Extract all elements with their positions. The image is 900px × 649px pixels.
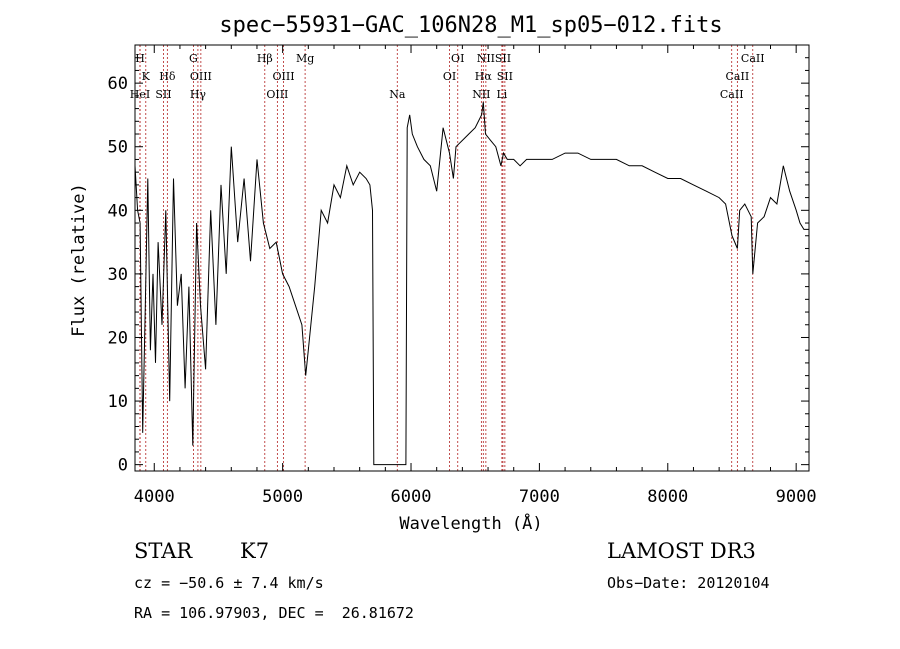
line-marker-label: H [135, 52, 145, 65]
x-tick-label: 5000 [262, 487, 303, 507]
line-marker-label: NII [477, 52, 495, 65]
line-marker-label: SII [495, 52, 511, 65]
line-marker-label: SII [155, 88, 171, 101]
chart-title: spec−55931−GAC_106N28_M1_sp05−012.fits [219, 13, 722, 38]
line-marker-label: Hγ [190, 88, 207, 101]
redshift-velocity: cz = −50.6 ± 7.4 km/s [134, 574, 324, 592]
y-tick-label: 60 [108, 74, 128, 94]
line-marker-label: K [142, 70, 151, 83]
y-tick-label: 50 [108, 138, 128, 158]
x-tick-label: 7000 [519, 487, 560, 507]
line-marker-label: Mg [296, 52, 314, 65]
line-marker-label: OIII [266, 88, 288, 101]
plot-frame [134, 44, 810, 472]
y-axis-ticks: 0 10 20 30 40 50 60 [108, 57, 809, 476]
x-tick-label: 6000 [391, 487, 432, 507]
line-marker-label: CaII [741, 52, 765, 65]
line-marker-label: HeI [130, 88, 150, 101]
x-tick-label: 9000 [776, 487, 817, 507]
object-class: STAR [134, 539, 193, 563]
line-marker-label: OIII [190, 70, 212, 83]
line-marker-label: Na [389, 88, 406, 101]
line-marker-label: CaII [720, 88, 744, 101]
line-marker-label: OIII [273, 70, 295, 83]
line-marker-label: G [189, 52, 198, 65]
line-marker-label: Hβ [257, 52, 273, 65]
line-markers [139, 45, 754, 471]
line-marker-label: Hδ [159, 70, 176, 83]
survey-name: LAMOST DR3 [607, 539, 756, 563]
y-axis-label: Flux (relative) [69, 183, 89, 337]
y-tick-label: 20 [108, 328, 128, 348]
line-marker-label: OI [443, 70, 456, 83]
y-tick-label: 30 [108, 265, 128, 285]
y-tick-label: 10 [108, 392, 128, 412]
x-axis-label: Wavelength (Å) [399, 512, 542, 534]
line-marker-label: CaII [726, 70, 750, 83]
coordinates: RA = 106.97903, DEC = 26.81672 [134, 604, 414, 622]
spectrum-line [134, 102, 809, 466]
line-marker-label: NII [472, 88, 490, 101]
line-marker-label: SII [497, 70, 513, 83]
x-tick-label: 8000 [647, 487, 688, 507]
line-marker-label: OI [451, 52, 464, 65]
x-tick-label: 4000 [134, 487, 175, 507]
line-marker-label: Hα [475, 70, 493, 83]
y-tick-label: 40 [108, 201, 128, 221]
x-axis-ticks: 4000 5000 6000 7000 8000 9000 [134, 45, 817, 507]
y-tick-label: 0 [118, 456, 128, 476]
subclass: K7 [240, 539, 270, 563]
line-marker-label: Li [496, 88, 507, 101]
observation-date: Obs−Date: 20120104 [607, 574, 770, 592]
